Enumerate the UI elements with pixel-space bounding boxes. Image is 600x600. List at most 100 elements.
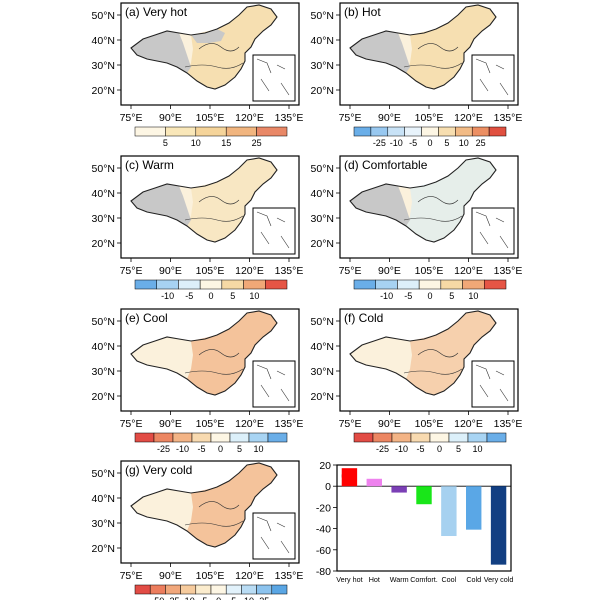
colorbar-tick-label: 0	[427, 291, 432, 301]
colorbar-segment	[134, 432, 155, 443]
bar-chart-frame	[336, 464, 512, 572]
bar-category-label: Cold	[466, 575, 481, 584]
china-outline	[130, 157, 278, 243]
colorbar-segment	[440, 279, 463, 290]
bar	[391, 486, 407, 493]
map-panel: (f) Cold 50°N 40°N 30°N 20°N 75°E 90°E 105°E 120…	[311, 308, 522, 454]
colorbar-tick-label: -5	[404, 291, 412, 301]
bar	[466, 486, 482, 530]
colorbar-tick-label: -10	[395, 444, 408, 454]
colorbar-segment	[134, 126, 166, 137]
x-tick-label: 90°E	[159, 265, 182, 277]
inset-coast	[256, 58, 290, 96]
yangtze-line	[184, 520, 244, 527]
colorbar-segment	[397, 279, 420, 290]
y-tick-label: 30°N	[92, 366, 115, 378]
colorbar-tick-label: -5	[409, 138, 417, 148]
colorbar-tick-label: -10	[380, 291, 393, 301]
china-outline	[130, 4, 278, 90]
x-tick-label: 75°E	[339, 418, 362, 430]
colorbar-tick-label: -10	[182, 596, 195, 600]
yellow-river-line	[198, 196, 240, 205]
china-outline	[349, 310, 497, 396]
x-tick-label: 120°E	[454, 112, 483, 124]
y-tick-label: 30°N	[92, 518, 115, 530]
china-outline	[349, 4, 497, 90]
inset-coast	[475, 58, 509, 96]
panel-label: (d) Comfortable	[344, 158, 428, 172]
y-tick-label: 40°N	[92, 341, 115, 353]
y-tick-label: 30°N	[311, 213, 334, 225]
colorbar-tick-label: 25	[476, 138, 486, 148]
x-tick-label: 75°E	[339, 265, 362, 277]
yangtze-line	[184, 368, 244, 375]
colorbar-segment	[180, 584, 197, 595]
y-tick-label: 20°N	[92, 391, 115, 403]
colorbar-tick-label: 0	[437, 444, 442, 454]
grey-region	[350, 184, 410, 226]
colorbar-tick-label: -50	[151, 596, 164, 600]
grey-region	[131, 31, 191, 73]
panel-label: (e) Cool	[125, 311, 168, 325]
x-tick-label: 90°E	[378, 265, 401, 277]
inset-coast	[256, 516, 290, 554]
tint-region	[406, 158, 496, 242]
grey-region	[131, 184, 191, 226]
colorbar-segment	[229, 432, 250, 443]
colorbar-segment	[467, 432, 488, 443]
map-panel: (b) Hot 50°N 40°N 30°N 20°N 75°E 90°E 105°E 120°…	[311, 2, 523, 148]
colorbar-segment	[199, 279, 223, 290]
colorbar-tick-label: 10	[249, 291, 259, 301]
colorbar-tick-label: 10	[253, 444, 263, 454]
china-outline	[130, 310, 278, 396]
colorbar-segment	[372, 432, 393, 443]
bar	[441, 486, 457, 537]
tint-region	[187, 5, 277, 89]
tint-region	[187, 311, 277, 395]
yangtze-line	[403, 215, 463, 222]
colorbar-tick-label: 25	[259, 596, 269, 600]
bar-category-label: Very cold	[484, 575, 514, 584]
colorbar-segment	[484, 279, 507, 290]
bar	[416, 486, 432, 505]
colorbar-tick-label: 5	[444, 138, 449, 148]
colorbar-segment	[418, 279, 442, 290]
yellow-river-line	[417, 196, 459, 205]
colorbar-tick-label: -25	[166, 596, 179, 600]
colorbar-segment	[455, 126, 473, 137]
colorbar-segment	[165, 584, 181, 595]
x-tick-label: 135°E	[275, 265, 304, 277]
colorbar-segment	[195, 126, 227, 137]
colorbar-segment	[353, 126, 372, 137]
colorbar-segment	[462, 279, 485, 290]
colorbar-tick-label: -25	[373, 138, 386, 148]
colorbar-segment	[156, 279, 179, 290]
colorbar-tick-label: 5	[449, 291, 454, 301]
colorbar-segment	[134, 584, 151, 595]
inset-coast	[256, 364, 290, 402]
map-panel: (d) Comfortable 50°N 40°N 30°N 20°N 75°E 90°E 1…	[311, 155, 523, 301]
x-tick-label: 135°E	[275, 418, 304, 430]
colorbar-tick-label: 0	[208, 291, 213, 301]
colorbar-tick-label: -10	[176, 444, 189, 454]
colorbar-tick-label: -10	[161, 291, 174, 301]
colorbar-tick-label: -5	[416, 444, 424, 454]
x-tick-label: 90°E	[159, 418, 182, 430]
tint-region	[406, 5, 496, 89]
y-tick-label: 20°N	[311, 238, 334, 250]
colorbar-segment	[153, 432, 174, 443]
y-tick-label: 40°N	[311, 188, 334, 200]
tint-region	[406, 311, 496, 395]
colorbar-segment	[265, 279, 288, 290]
y-tick-label: 50°N	[92, 163, 115, 175]
colorbar-tick-label: 5	[230, 291, 235, 301]
x-tick-label: 135°E	[494, 265, 523, 277]
colorbar-tick-label: 10	[244, 596, 254, 600]
y-tick-label: 40°N	[311, 341, 334, 353]
china-outline	[130, 462, 278, 548]
x-tick-label: 135°E	[494, 112, 523, 124]
bar-y-tick-label: -80	[316, 566, 331, 578]
colorbar-tick-label: -25	[376, 444, 389, 454]
